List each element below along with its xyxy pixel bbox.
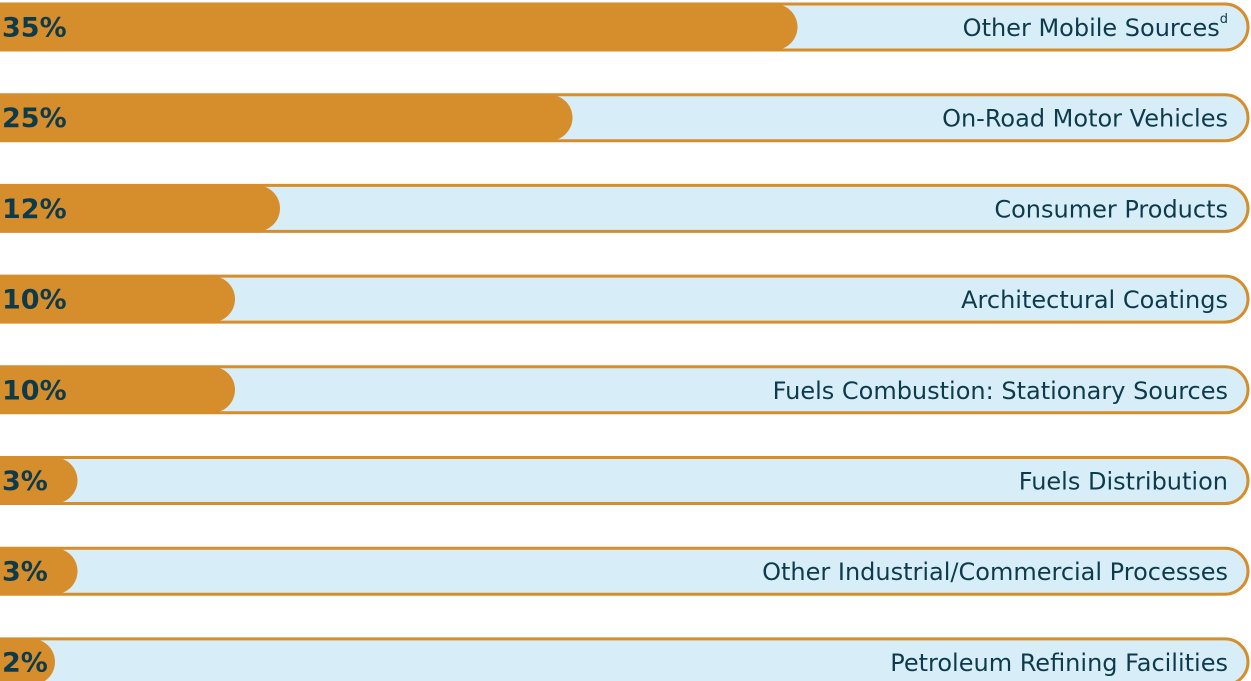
bar-row: 10% Architectural Coatings bbox=[0, 274, 1250, 324]
bar-row: 3% Fuels Distribution bbox=[0, 456, 1250, 505]
bar-row: 12% Consumer Products bbox=[0, 183, 1250, 233]
category-label: Consumer Products bbox=[994, 195, 1228, 223]
category-label: Fuels Combustion: Stationary Sources bbox=[773, 377, 1228, 405]
value-label: 12% bbox=[2, 194, 67, 225]
category-text: Consumer Products bbox=[994, 195, 1228, 223]
value-label: 25% bbox=[2, 103, 67, 134]
category-text: Petroleum Refining Facilities bbox=[890, 649, 1228, 677]
category-text: Fuels Distribution bbox=[1019, 468, 1228, 496]
bar bbox=[0, 366, 235, 413]
value-label: 3% bbox=[2, 557, 48, 588]
category-text: On-Road Motor Vehicles bbox=[942, 105, 1228, 133]
category-label: Architectural Coatings bbox=[961, 286, 1228, 314]
bar-track bbox=[0, 365, 1250, 415]
bar-track bbox=[0, 274, 1250, 324]
category-text: Other Industrial/Commercial Processes bbox=[762, 558, 1228, 586]
bar-row: 10% Fuels Combustion: Stationary Sources bbox=[0, 365, 1250, 415]
bar bbox=[0, 548, 78, 595]
bar bbox=[0, 4, 798, 50]
bar-track bbox=[0, 546, 1250, 596]
bar-row: 25% On-Road Motor Vehicles bbox=[0, 93, 1250, 143]
bar-track bbox=[0, 456, 1250, 505]
bar bbox=[0, 638, 55, 681]
category-label: Petroleum Refining Facilities bbox=[890, 649, 1228, 677]
bar bbox=[0, 457, 78, 504]
footnote-mark: d bbox=[1220, 12, 1228, 27]
bar-row: 35% Other Mobile Sourcesd bbox=[0, 2, 1250, 52]
bar-row: 3% Other Industrial/Commercial Processes bbox=[0, 546, 1250, 596]
category-label: Other Industrial/Commercial Processes bbox=[762, 558, 1228, 586]
bar bbox=[0, 185, 280, 232]
category-label: Other Mobile Sourcesd bbox=[963, 12, 1228, 43]
bar-track bbox=[0, 183, 1250, 233]
category-label: Fuels Distribution bbox=[1019, 468, 1228, 496]
value-label: 10% bbox=[2, 375, 67, 406]
category-text: Fuels Combustion: Stationary Sources bbox=[773, 377, 1228, 405]
category-text: Other Mobile Sources bbox=[963, 14, 1220, 42]
bar bbox=[0, 94, 573, 141]
category-label: On-Road Motor Vehicles bbox=[942, 105, 1228, 133]
value-label: 2% bbox=[2, 647, 48, 678]
bar bbox=[0, 276, 235, 323]
value-label: 3% bbox=[2, 466, 48, 497]
bar-track bbox=[0, 637, 1250, 681]
bar-row: 2% Petroleum Refining Facilities bbox=[0, 637, 1250, 681]
value-label: 35% bbox=[2, 13, 67, 44]
value-label: 10% bbox=[2, 285, 67, 316]
category-text: Architectural Coatings bbox=[961, 286, 1228, 314]
